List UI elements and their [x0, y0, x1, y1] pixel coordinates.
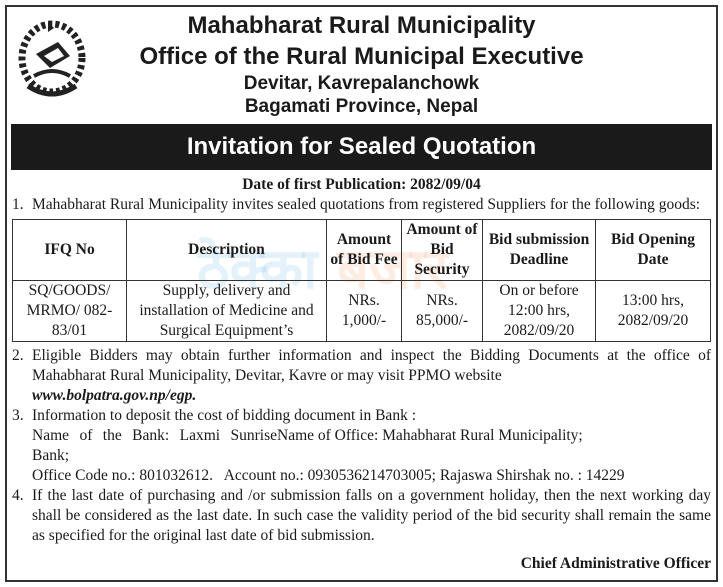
publication-date: Date of first Publication: 2082/09/04 — [242, 176, 481, 193]
clause-number: 3. — [12, 407, 24, 424]
description-cell: Supply, delivery and installation of Med… — [126, 280, 327, 342]
column-header: Amount of Bid Fee — [326, 219, 402, 281]
clause-1: 1. Mahabharat Rural Municipality invites… — [12, 195, 711, 215]
opening-date-cell: 13:00 hrs, 2082/09/20 — [595, 280, 711, 342]
column-header: Amount of Bid Security — [401, 219, 483, 281]
clause-text: Information to deposit the cost of biddi… — [32, 407, 416, 424]
notice-frame: Mahabharat Rural Municipality Office of … — [5, 5, 718, 582]
bank-name: Name of the Bank: Laxmi Sunrise Bank; — [32, 427, 277, 464]
table-header-row: IFQ No Description Amount of Bid Fee Amo… — [12, 219, 711, 281]
municipality-name: Mahabharat Rural Municipality — [187, 12, 536, 39]
clause-text: If the last date of purchasing and /or s… — [32, 487, 711, 544]
column-header: Description — [126, 219, 327, 281]
column-header: Bid Opening Date — [595, 219, 711, 281]
column-header: Bid submission Deadline — [482, 219, 596, 281]
clause-number: 2. — [12, 347, 24, 364]
deadline-cell: On or before 12:00 hrs, 2082/09/20 — [482, 280, 596, 342]
clause-2: 2. Eligible Bidders may obtain further i… — [12, 346, 711, 406]
ppmo-website-link[interactable]: www.bolpatra.gov.np/egp. — [32, 387, 197, 404]
account-details: Office Code no.: 801032612. Account no.:… — [32, 467, 625, 484]
office-name: Office of the Rural Municipal Executive — [139, 43, 584, 70]
ifq-no-cell: SQ/GOODS/ MRMO/ 082-83/01 — [12, 280, 127, 342]
clause-number: 1. — [12, 196, 24, 213]
clause-3: 3. Information to deposit the cost of bi… — [12, 406, 711, 486]
bid-fee-cell: NRs. 1,000/- — [326, 280, 402, 342]
notice-title-banner: Invitation for Sealed Quotation — [11, 124, 712, 170]
clause-text: Mahabharat Rural Municipality invites se… — [32, 196, 701, 213]
table-row: SQ/GOODS/ MRMO/ 082-83/01 Supply, delive… — [12, 280, 711, 342]
nepal-emblem-icon — [18, 20, 86, 97]
clause-number: 4. — [12, 487, 24, 504]
office-name-bank: Name of Office: Mahabharat Rural Municip… — [277, 427, 583, 444]
address-line: Devitar, Kavrepalanchowk — [243, 73, 480, 94]
bid-security-cell: NRs. 85,000/- — [401, 280, 483, 342]
province-line: Bagamati Province, Nepal — [244, 96, 479, 117]
signatory: Chief Administrative Officer — [520, 555, 711, 572]
quotation-table-wrap: IFQ No Description Amount of Bid Fee Amo… — [12, 219, 711, 342]
clause-4: 4. If the last date of purchasing and /o… — [12, 486, 711, 546]
quotation-table: IFQ No Description Amount of Bid Fee Amo… — [12, 219, 711, 342]
clause-text: Eligible Bidders may obtain further info… — [32, 347, 711, 384]
column-header: IFQ No — [12, 219, 127, 281]
bank-details: Name of the Bank: Laxmi Sunrise Bank; Na… — [32, 426, 711, 466]
